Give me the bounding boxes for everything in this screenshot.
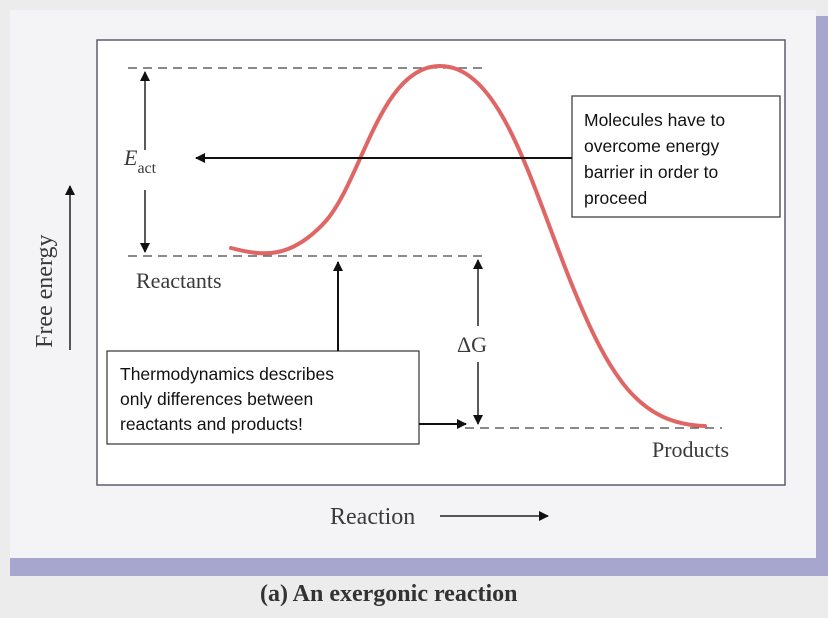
figure-caption: (a) An exergonic reaction	[260, 581, 518, 607]
energy-barrier-callout-box	[571, 95, 781, 218]
y-axis-label: Free energy	[32, 234, 58, 348]
energy-barrier-callout-text: Molecules have to overcome energy barrie…	[584, 110, 730, 208]
reactants-label: Reactants	[136, 268, 222, 293]
eact-label: Eact	[123, 145, 157, 177]
energy-curve	[229, 63, 707, 428]
x-axis-label: Reaction	[330, 504, 415, 530]
thermodynamics-callout-text: Thermodynamics describes only difference…	[120, 364, 339, 434]
delta-g-label: ΔG	[457, 332, 487, 357]
thermodynamics-callout-box	[106, 350, 420, 445]
products-label: Products	[652, 437, 729, 462]
